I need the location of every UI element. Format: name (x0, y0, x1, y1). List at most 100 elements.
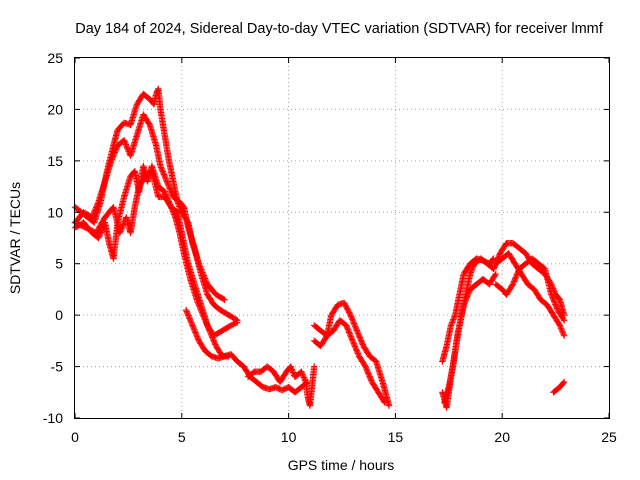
data-point-interp (448, 320, 455, 328)
data-point-interp (90, 210, 98, 217)
data-point-interp (166, 185, 173, 192)
data-point (157, 162, 164, 170)
data-point-interp (469, 264, 476, 272)
data-series-8 (439, 255, 497, 365)
data-point-interp (195, 336, 202, 343)
data-point-interp (353, 325, 360, 333)
data-point-interp (351, 321, 358, 329)
data-point-interp (347, 332, 354, 339)
data-point-interp (170, 211, 178, 218)
data-point-interp (510, 278, 518, 285)
data-point-interp (232, 319, 240, 327)
data-point-interp (470, 263, 477, 270)
data-point-interp (344, 325, 351, 332)
data-point (560, 317, 568, 324)
data-point-interp (145, 120, 153, 127)
data-point-interp (553, 305, 561, 312)
data-point-interp (366, 373, 373, 380)
data-point-interp (122, 141, 130, 148)
data-point (221, 296, 228, 303)
data-point-interp (357, 337, 365, 344)
data-point-interp (348, 336, 356, 343)
data-point-interp (190, 325, 197, 332)
data-point-interp (185, 312, 192, 319)
data-point (298, 368, 305, 375)
y-tick-label: 0 (55, 307, 63, 323)
data-point-interp (168, 205, 175, 212)
data-point-interp (301, 377, 309, 384)
data-point-interp (363, 366, 370, 373)
data-point (509, 281, 517, 288)
data-point-interp (112, 146, 120, 153)
data-series-4 (182, 306, 312, 396)
data-series-13 (492, 255, 568, 324)
data-point-interp (108, 156, 116, 163)
data-point-interp (468, 267, 475, 275)
y-tick-label: 20 (47, 101, 63, 117)
data-point (108, 157, 115, 165)
data-point (340, 299, 348, 306)
data-point (311, 363, 318, 370)
data-point-interp (511, 276, 518, 284)
data-point-interp (355, 331, 362, 338)
data-point (167, 203, 175, 211)
data-point-interp (559, 328, 566, 335)
data-point-interp (198, 307, 205, 315)
data-point-interp (165, 182, 172, 189)
data-point-interp (354, 330, 362, 337)
data-point-interp (367, 375, 374, 383)
data-point-interp (349, 316, 356, 323)
data-point (189, 322, 196, 329)
data-point-interp (513, 271, 521, 278)
data-point-interp (121, 138, 128, 145)
data-point-interp (345, 307, 352, 315)
data-point-interp (557, 325, 565, 332)
data-point-interp (348, 314, 355, 322)
data-point-interp (159, 168, 166, 175)
data-point-interp (491, 272, 499, 279)
data-point-interp (158, 165, 165, 173)
data-point-interp (344, 326, 352, 333)
data-point-interp (347, 313, 355, 320)
data-point-interp (169, 206, 176, 214)
y-tick-label: 25 (47, 50, 63, 66)
data-point-interp (448, 319, 456, 326)
data-point-interp (368, 377, 375, 384)
data-series-6 (311, 299, 393, 409)
data-point-interp (194, 297, 201, 305)
data-point-interp (160, 169, 167, 177)
data-point-interp (168, 190, 176, 198)
data-point-interp (549, 294, 556, 301)
data-point-interp (550, 296, 557, 304)
x-tick-label: 15 (388, 429, 404, 445)
data-point-interp (450, 316, 457, 323)
data-point (120, 137, 128, 144)
data-point-interp (90, 211, 97, 218)
data-point-interp (365, 370, 372, 377)
data-point-interp (123, 144, 131, 151)
data-point-interp (194, 299, 202, 306)
data-point (560, 332, 568, 339)
data-point-interp (347, 333, 355, 340)
data-point (362, 363, 369, 370)
data-point (234, 319, 241, 326)
data-point-interp (289, 367, 296, 375)
data-point-interp (355, 351, 362, 359)
data-point-interp (508, 282, 516, 289)
data-point-interp (553, 303, 560, 311)
data-point (287, 363, 294, 370)
data-point-interp (164, 179, 171, 187)
data-point-interp (557, 323, 564, 331)
data-point-interp (199, 310, 206, 317)
data-series-10 (441, 255, 497, 406)
y-tick-label: -10 (43, 410, 63, 426)
data-point-interp (341, 300, 349, 308)
data-point-interp (111, 149, 119, 156)
data-point-interp (211, 339, 219, 347)
data-point-interp (89, 212, 96, 220)
data-point-interp (450, 314, 458, 322)
data-point-interp (362, 364, 370, 372)
data-point-interp (353, 347, 360, 354)
data-point-interp (210, 337, 217, 344)
data-point-interp (186, 316, 194, 324)
